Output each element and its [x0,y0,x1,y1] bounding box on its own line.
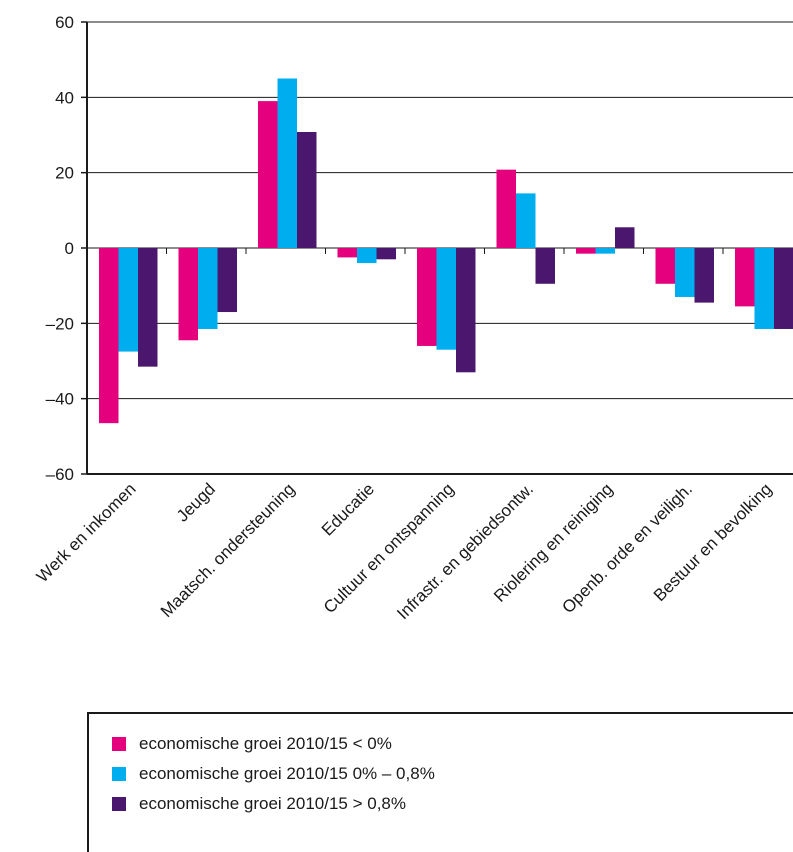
bar-series-3-0 [138,248,158,367]
y-tick-label: 60 [55,13,74,32]
bar-series-1-8 [735,248,755,307]
bar-series-3-2 [297,131,317,248]
legend-item-series-1: economische groei 2010/15 < 0% [112,732,392,756]
y-tick-label: –40 [46,390,74,409]
legend-label-series-3: economische groei 2010/15 > 0,8% [139,794,406,813]
bars [99,78,793,424]
x-category-label: Openb. orde en veiligh. [558,479,696,617]
y-tick-label: –20 [46,314,74,333]
bar-series-1-2 [258,101,278,248]
legend-swatch-series-3 [112,797,126,811]
bar-series-3-6 [615,227,635,248]
bar-series-1-6 [576,248,596,254]
bar-series-1-3 [337,248,357,258]
x-category-label: Jeugd [173,479,219,525]
legend-swatch-series-2 [112,767,126,781]
y-tick-label: –60 [46,465,74,484]
bar-series-3-8 [774,248,793,329]
bar-series-2-2 [277,78,297,248]
bar-series-2-8 [754,248,774,329]
bar-series-2-7 [675,248,695,297]
bar-series-3-4 [456,248,476,373]
bar-series-3-7 [694,248,714,303]
bar-series-1-5 [496,169,516,248]
bar-series-2-0 [118,248,138,352]
y-tick-label: 20 [55,164,74,183]
bar-series-2-1 [198,248,218,329]
x-category-label: Educatie [318,479,378,539]
legend-item-series-3: economische groei 2010/15 > 0,8% [112,792,406,816]
legend-swatch-series-1 [112,737,126,751]
y-tick-label: 40 [55,88,74,107]
bar-series-3-1 [217,248,237,313]
bar-series-2-4 [436,248,456,350]
bar-series-3-3 [376,248,396,260]
bar-series-1-1 [178,248,198,341]
y-tick-labels: 60 40 20 0 –20 –40 –60 [46,13,74,484]
legend-label-series-2: economische groei 2010/15 0% – 0,8% [139,764,435,783]
bar-series-1-4 [417,248,437,346]
x-category-label: Werk en inkomen [33,479,140,586]
x-category-label: Infrastr. en gebiedsontw. [393,479,537,623]
x-category-label: Maatsch. ondersteuning [157,479,299,621]
legend-item-series-2: economische groei 2010/15 0% – 0,8% [112,762,435,786]
bar-chart: 60 40 20 0 –20 –40 –60 Werk en inkomen JeugdMaa… [33,13,793,623]
legend-label-series-1: economische groei 2010/15 < 0% [139,734,392,753]
bar-series-2-3 [357,248,377,264]
bar-series-3-5 [535,248,555,284]
x-category-label: Cultuur en ontspanning [320,479,458,617]
bar-series-2-6 [595,248,615,254]
y-tick-label: 0 [65,239,74,258]
bar-series-1-7 [655,248,675,284]
bar-series-1-0 [99,248,119,424]
legend: economische groei 2010/15 < 0% economisc… [87,712,793,852]
bar-series-2-5 [516,193,536,248]
axes [81,21,793,475]
